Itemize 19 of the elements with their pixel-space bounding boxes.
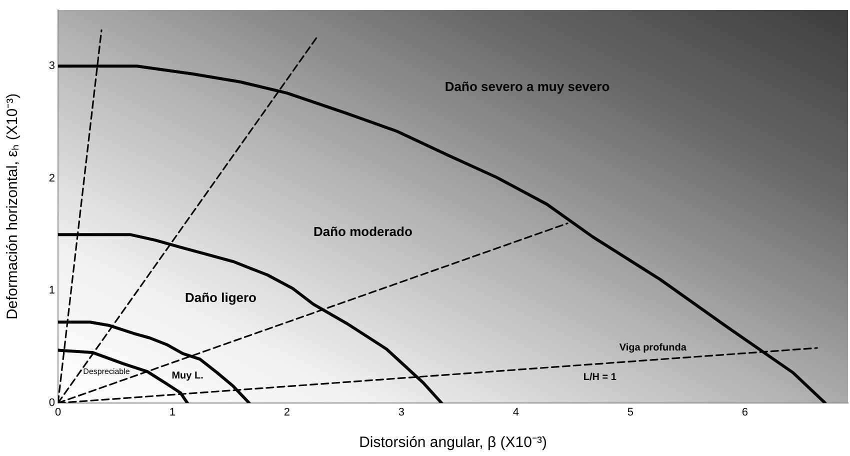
y-tick-label: 1 bbox=[48, 284, 55, 297]
annotation: Muy L. bbox=[172, 370, 204, 382]
y-tick-label: 2 bbox=[48, 172, 55, 184]
annotation: Daño severo a muy severo bbox=[444, 79, 610, 94]
annotation: Viga profunda bbox=[619, 342, 687, 354]
x-tick-label: 1 bbox=[169, 406, 176, 419]
x-tick-label: 6 bbox=[742, 406, 748, 419]
x-axis-title: Distorsión angular, β (X10⁻³) bbox=[359, 434, 547, 452]
y-tick-label: 0 bbox=[48, 397, 55, 410]
annotation: Daño moderado bbox=[313, 224, 412, 240]
x-tick-label: 5 bbox=[627, 406, 634, 419]
annotation: Despreciable bbox=[83, 367, 130, 376]
x-tick-label: 2 bbox=[284, 406, 290, 419]
y-tick-label: 3 bbox=[48, 60, 55, 72]
annotation: Daño ligero bbox=[184, 290, 257, 306]
y-axis-title: Deformación horizontal, εₕ (X10⁻³) bbox=[4, 93, 22, 320]
x-tick-label: 4 bbox=[512, 406, 520, 419]
annotation: L/H = 1 bbox=[583, 372, 617, 383]
x-tick-label: 3 bbox=[398, 406, 405, 419]
